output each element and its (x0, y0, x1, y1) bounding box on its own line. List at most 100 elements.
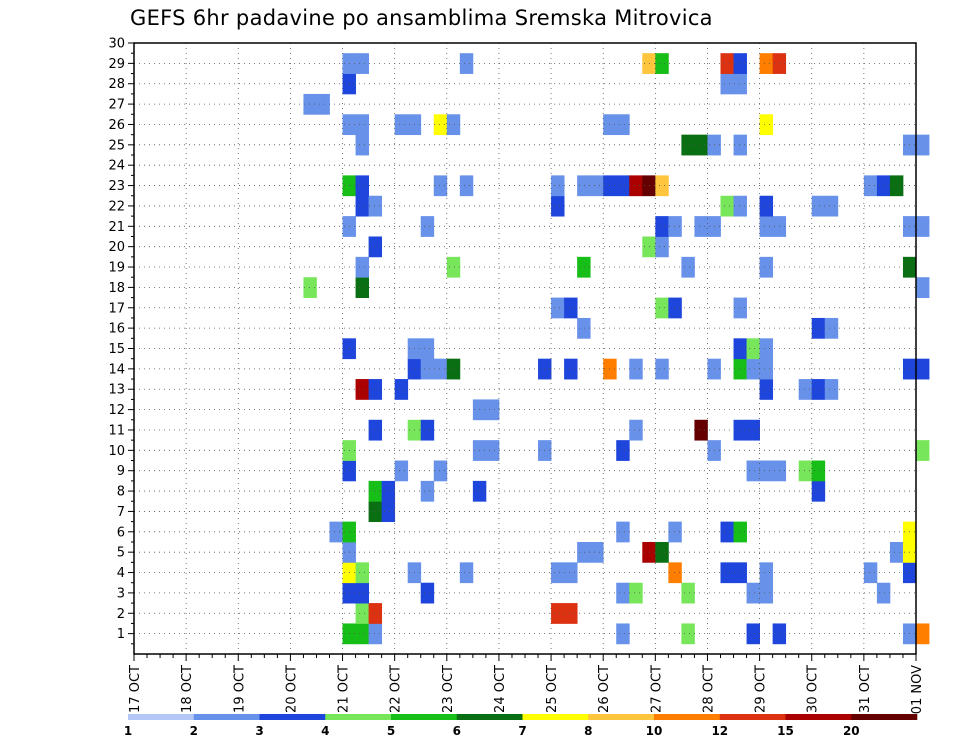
legend-swatch (128, 714, 195, 720)
heatmap-cell (759, 358, 774, 380)
legend-swatch (193, 714, 260, 720)
heatmap-cell (355, 603, 369, 624)
heatmap-cell (551, 195, 565, 217)
y-tick-label: 24 (108, 159, 125, 174)
heatmap-cell (420, 338, 435, 360)
heatmap-cell (759, 562, 774, 584)
heatmap-cell (759, 338, 774, 360)
heatmap-cell (811, 195, 826, 217)
heatmap-cell (329, 521, 343, 543)
y-tick-label: 4 (117, 566, 125, 581)
y-tick-label: 17 (108, 301, 125, 316)
heatmap-cell (746, 358, 760, 380)
heatmap-cell (759, 256, 774, 278)
heatmap-cell (746, 582, 760, 604)
heatmap-cell (420, 419, 435, 441)
y-tick-label: 3 (117, 586, 125, 601)
heatmap-cell (590, 541, 604, 563)
heatmap-cell (355, 277, 369, 298)
legend-swatch (654, 714, 721, 720)
x-tick-label: 26 OCT (597, 665, 612, 713)
x-tick-label: 22 OCT (389, 665, 404, 713)
y-tick-label: 15 (108, 342, 125, 357)
legend-label: 1 (124, 724, 132, 738)
heatmap-cell (916, 216, 930, 237)
heatmap-cell (863, 175, 878, 197)
heatmap-cell (733, 338, 747, 360)
heatmap-cell (629, 419, 643, 441)
legend-label: 3 (255, 724, 263, 738)
heatmap-cell (733, 521, 747, 543)
chart-title: GEFS 6hr padavine po ansamblima Sremska … (130, 6, 713, 30)
heatmap-cell (433, 460, 448, 482)
legend-swatch (851, 714, 918, 720)
color-legend: 1 2 3 4 5 6 7 8 10 12 15 20 (124, 714, 918, 738)
legend-label: 12 (711, 724, 728, 738)
legend-label: 6 (453, 724, 461, 738)
heatmap-cell (811, 379, 826, 400)
heatmap-cell (655, 175, 669, 197)
y-tick-label: 18 (108, 281, 125, 296)
legend-label: 15 (777, 724, 794, 738)
legend-swatch (522, 714, 589, 720)
heatmap-cell (420, 358, 435, 380)
heatmap-cell (616, 623, 630, 645)
y-tick-label: 16 (108, 322, 125, 337)
heatmap-cells (303, 53, 930, 645)
heatmap-cell (759, 216, 774, 237)
heatmap-cell (733, 53, 747, 74)
heatmap-cell (798, 379, 813, 400)
heatmap-cell (368, 236, 383, 258)
heatmap-cell (551, 603, 565, 624)
x-tick-label: 18 OCT (180, 665, 195, 713)
y-tick-label: 9 (117, 464, 125, 479)
y-tick-label: 2 (117, 607, 125, 622)
heatmap-cell (616, 114, 630, 136)
y-tick-label: 10 (108, 444, 125, 459)
x-tick-label: 01 NOV (910, 665, 925, 714)
heatmap-cell (381, 480, 396, 502)
heatmap-cell (564, 562, 578, 584)
x-axis: 17 OCT 18 OCT 19 OCT 20 OCT 21 OCT 22 OCT 23 O… (128, 654, 925, 714)
heatmap-cell (564, 297, 578, 319)
x-tick-label: 19 OCT (232, 665, 247, 713)
heatmap-cell (798, 460, 813, 482)
heatmap-cell (681, 582, 695, 604)
heatmap-cell (916, 440, 930, 461)
x-tick-label: 29 OCT (754, 665, 769, 713)
heatmap-cell (876, 175, 891, 197)
heatmap-cell (655, 297, 669, 319)
heatmap-cell (420, 216, 435, 237)
heatmap-cell (811, 480, 826, 502)
legend-swatch (785, 714, 852, 720)
heatmap-cell (694, 134, 708, 156)
heatmap-cell (616, 175, 630, 197)
y-tick-label: 14 (108, 362, 125, 377)
heatmap-cell (551, 297, 565, 319)
heatmap-cell (668, 216, 682, 237)
heatmap-cell (368, 419, 383, 441)
grid-lines (134, 42, 916, 654)
y-tick-label: 6 (117, 525, 125, 540)
heatmap-cell (316, 93, 330, 115)
heatmap-cell (485, 399, 500, 421)
x-tick-label: 23 OCT (441, 665, 456, 713)
heatmap-cell (746, 460, 760, 482)
heatmap-cell (720, 562, 734, 584)
heatmap-cell (368, 603, 383, 624)
heatmap-cell (681, 623, 695, 645)
x-tick-label: 30 OCT (806, 665, 821, 713)
heatmap-cell (355, 623, 369, 645)
heatmap-cell (577, 256, 591, 278)
heatmap-cell (759, 195, 774, 217)
heatmap-cell (655, 236, 669, 258)
x-tick-label: 28 OCT (702, 665, 717, 713)
heatmap-cell (824, 379, 839, 400)
heatmap-cell (655, 358, 669, 380)
y-tick-label: 29 (108, 57, 125, 72)
heatmap-cell (824, 317, 839, 339)
heatmap-cell (916, 623, 930, 645)
heatmap-cell (629, 175, 643, 197)
heatmap-cell (916, 277, 930, 298)
